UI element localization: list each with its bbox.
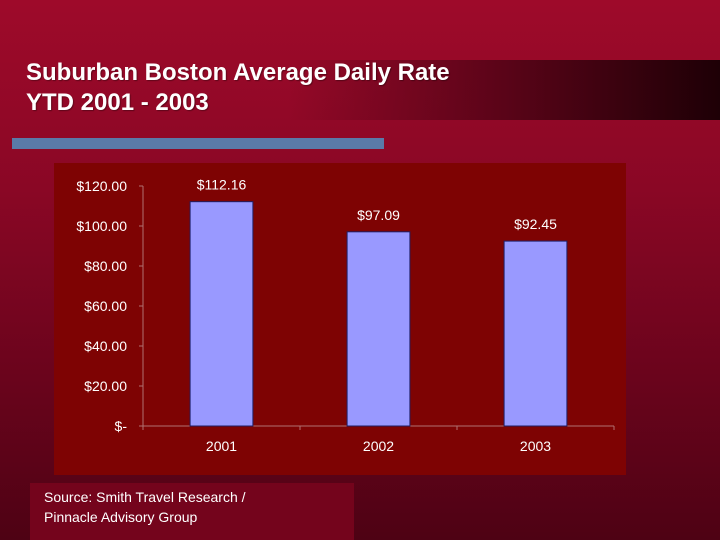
title-line-2: YTD 2001 - 2003: [26, 89, 209, 116]
y-tick-label: $120.00: [76, 178, 127, 194]
title-line-1: Suburban Boston Average Daily Rate: [26, 59, 450, 86]
accent-bar: [12, 138, 384, 149]
x-tick-label: 2001: [206, 438, 237, 454]
bar: [189, 201, 254, 427]
data-label: $112.16: [197, 177, 247, 193]
y-tick-label: $20.00: [84, 378, 127, 394]
chart-panel: $- $20.00 $40.00 $60.00 $80.00 $100.00 $120.00…: [54, 163, 626, 475]
source-line-1: Source: Smith Travel Research /: [44, 489, 246, 505]
y-tick-label: $60.00: [84, 298, 127, 314]
y-tick-label: $40.00: [84, 338, 127, 354]
source-box: [30, 483, 354, 540]
x-tick-label: 2003: [520, 438, 551, 454]
x-tick-label: 2002: [363, 438, 394, 454]
data-label: $92.45: [514, 216, 557, 232]
y-tick-label: $100.00: [76, 218, 127, 234]
y-tick-label: $80.00: [84, 258, 127, 274]
y-tick-label: $-: [115, 418, 128, 434]
slide-title: Suburban Boston Average Daily Rate YTD 2…: [26, 58, 450, 118]
bar: [503, 240, 568, 427]
source-line-2: Pinnacle Advisory Group: [44, 509, 198, 525]
source-note: Source: Smith Travel Research / Pinnacle…: [44, 487, 344, 527]
bar: [346, 231, 411, 427]
title-band: [0, 60, 720, 120]
bar-chart: $- $20.00 $40.00 $60.00 $80.00 $100.00 $120.00…: [76, 177, 615, 454]
data-label: $97.09: [357, 207, 400, 223]
